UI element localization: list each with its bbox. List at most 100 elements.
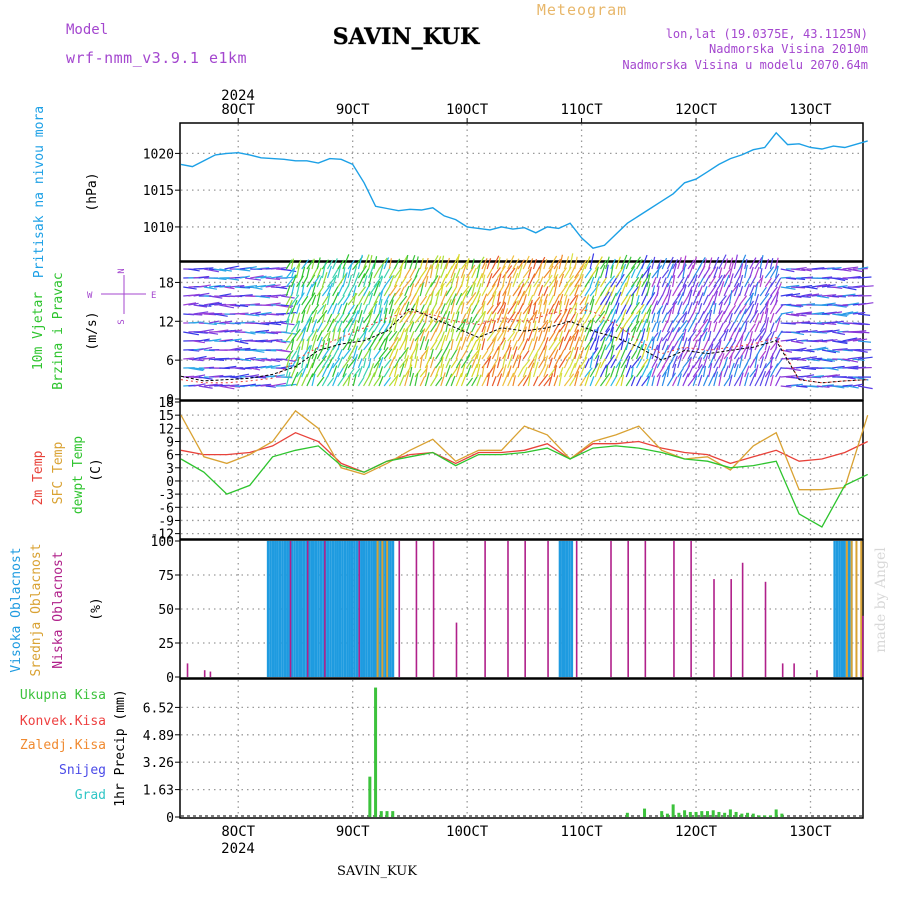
wind-barb [183, 302, 197, 306]
wind-barb [620, 309, 627, 324]
wind-barb [337, 295, 345, 306]
wind-barb [229, 304, 241, 308]
wind-barb [327, 377, 335, 387]
wind-barb [326, 282, 333, 297]
wind-barb [651, 332, 659, 342]
wind-barb [224, 286, 235, 290]
wind-barb [496, 318, 504, 333]
wind-barb [512, 272, 519, 288]
wind-barb [445, 257, 451, 270]
wind-barb [599, 364, 608, 378]
wind-barb [826, 329, 840, 333]
wind-barb [424, 356, 431, 369]
wind-barb [502, 291, 507, 306]
wind-barb [424, 330, 430, 342]
wind-barb [713, 290, 718, 306]
wind-barb [594, 310, 606, 324]
wind-barb [816, 385, 830, 388]
wind-barb [646, 283, 651, 297]
wind-barb [440, 320, 446, 333]
wind-barb [666, 320, 674, 333]
cloud-high-bar [312, 541, 315, 677]
cloud-low-bar [741, 562, 744, 677]
cloud-high-bar [843, 541, 846, 677]
wind-barb [666, 340, 673, 351]
wind-barb [368, 300, 378, 315]
wind-barb [522, 326, 527, 342]
wind-barb [620, 338, 625, 351]
wind-barb [563, 373, 575, 387]
wind-barb [796, 311, 813, 315]
wind-barb [326, 259, 334, 270]
wind-barb [378, 257, 388, 270]
wind-barb [852, 330, 867, 333]
wind-barb [450, 339, 454, 351]
wind-barb [316, 355, 327, 369]
wind-barb [450, 298, 456, 315]
wind-barb [373, 267, 381, 279]
wind-barb [290, 283, 295, 297]
wind-barb [481, 300, 486, 315]
wind-barb [594, 266, 599, 279]
wind-barb [759, 370, 767, 387]
cloud-high-bar [570, 541, 574, 677]
wind-barb [749, 368, 757, 378]
wind-barb [347, 264, 353, 279]
wind-barb [245, 313, 260, 317]
wind-barb [517, 259, 525, 270]
wind-barb [429, 366, 437, 378]
wind-barb [342, 348, 352, 360]
wind-barb [847, 275, 861, 279]
wind-barb [630, 366, 634, 378]
wind-barb [260, 340, 273, 343]
wind-barb [579, 364, 586, 378]
wind-barb [440, 255, 445, 270]
wind-barb [388, 308, 394, 324]
wind-barb [563, 350, 572, 360]
wind-barb [533, 278, 540, 288]
wind-barb [646, 272, 651, 288]
wind-barb [532, 353, 538, 369]
cloud-axis-unit: (%) [89, 597, 104, 620]
wind-barb [594, 280, 600, 297]
wind-barb [605, 256, 610, 270]
wind-barb [584, 337, 594, 351]
wind-barb [615, 349, 621, 360]
precip-bar [368, 776, 372, 817]
wind-barb [285, 307, 293, 324]
cloud-low-bar [398, 541, 401, 677]
wind-barb [615, 302, 620, 315]
wind-barb [579, 376, 587, 387]
wind-barb [383, 307, 388, 324]
wind-barb [527, 371, 532, 387]
wind-barb [677, 352, 683, 369]
wind-barb [290, 339, 295, 351]
wind-barb [635, 280, 642, 297]
wind-barb [630, 268, 636, 279]
wind-barb [440, 290, 448, 306]
wind-barb [281, 331, 297, 335]
wind-barb [321, 322, 329, 333]
wind-barb [738, 335, 744, 351]
wind-barb [754, 353, 759, 369]
wind-barb [775, 277, 782, 288]
wind-barb [357, 337, 367, 351]
wind-barb [424, 339, 430, 351]
wind-barb [368, 308, 374, 324]
cloud-high-bar [379, 541, 383, 677]
wind-barb [481, 263, 488, 279]
wind-barb [337, 356, 344, 369]
wind-barb [414, 267, 421, 279]
wind-barb [584, 294, 590, 306]
wind-barb [563, 308, 571, 324]
wind-barb [759, 350, 767, 360]
wind-barb [852, 285, 865, 288]
wind-barb [682, 373, 689, 387]
wind-barb [352, 266, 358, 279]
wind-barb [332, 336, 343, 351]
wind-barb [738, 274, 744, 288]
wind-barb [424, 372, 430, 387]
wind-barb [733, 293, 741, 306]
wind-barb [723, 284, 730, 297]
cloud-high-bar [346, 541, 349, 677]
